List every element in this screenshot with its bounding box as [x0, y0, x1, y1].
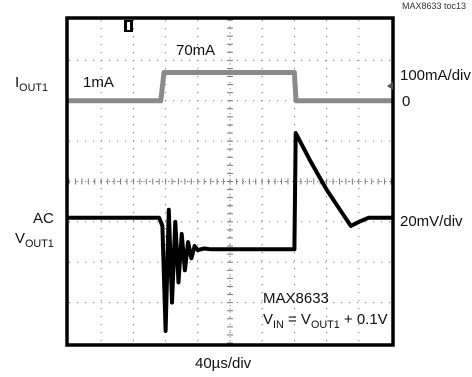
plot-frame [65, 16, 395, 347]
vout-label: VOUT1 [15, 230, 54, 250]
part-label: MAX8633 toc13 [401, 1, 466, 11]
vin-equation: VIN = VOUT1 + 0.1V [263, 311, 388, 331]
time-scale-label: 40µs/div [195, 355, 252, 372]
current-scale-label: 100mA/div [400, 67, 471, 84]
grid [68, 19, 392, 344]
voltage-scale-label: 20mV/div [400, 213, 463, 230]
iout-label: IOUT1 [15, 74, 48, 94]
traces [66, 70, 394, 333]
ground-arrow-marker [387, 82, 393, 90]
part-annotation: MAX8633 [263, 290, 329, 307]
ac-label: AC [33, 210, 54, 227]
trigger-marker [124, 20, 133, 32]
zero-label: 0 [402, 93, 411, 110]
low-current-annotation: 1mA [83, 74, 114, 91]
current-trace [66, 70, 394, 104]
high-current-annotation: 70mA [176, 42, 216, 59]
voltage-trace [67, 131, 393, 333]
